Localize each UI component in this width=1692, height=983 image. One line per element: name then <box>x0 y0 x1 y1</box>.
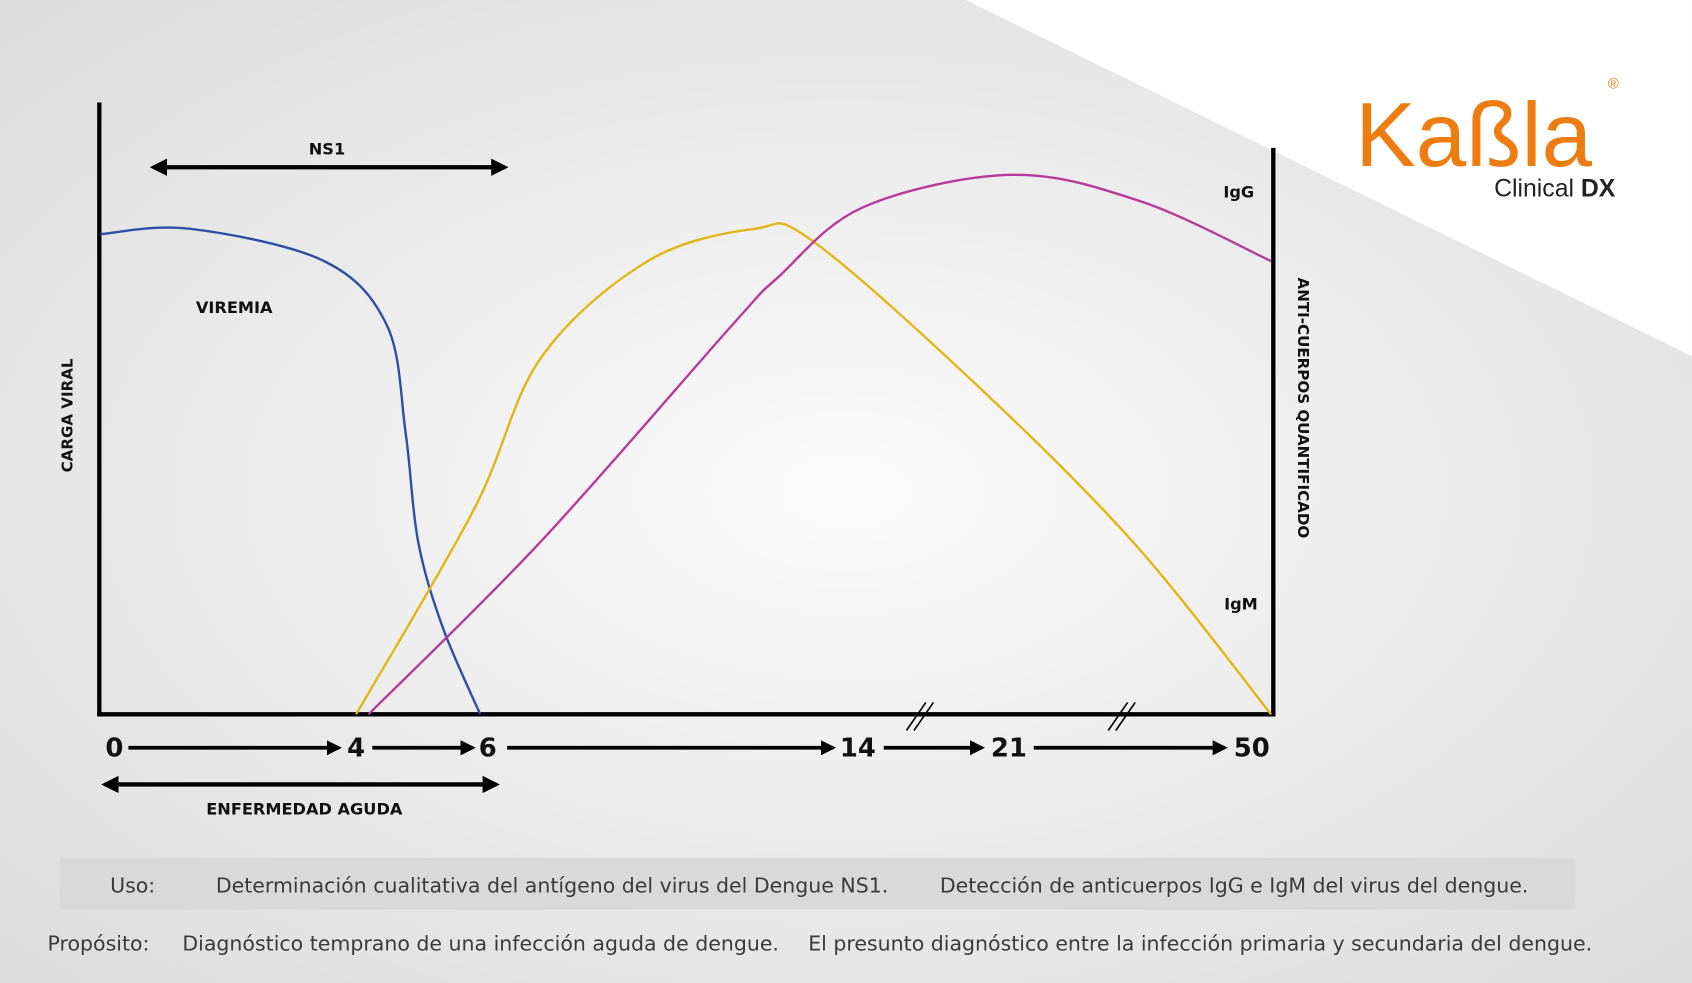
tick-0: 0 <box>105 733 123 763</box>
tick-14: 14 <box>840 733 876 763</box>
kabla-logo: Kaßla ® Clinical DX <box>1355 75 1619 202</box>
series-line-igg <box>367 173 1272 716</box>
uso-label: Uso: <box>110 873 155 897</box>
uso-ns1: Determinación cualitativa del antígeno d… <box>216 873 888 897</box>
proposito-label: Propósito: <box>48 932 150 956</box>
tick-6: 6 <box>479 733 497 763</box>
y-axis-label-right: ANTI-CUERPOS QUANTIFICADO <box>1294 278 1312 539</box>
acute-illness-label: ENFERMEDAD AGUDA <box>206 800 403 819</box>
tick-4: 4 <box>347 733 365 763</box>
uso-band <box>59 857 1576 910</box>
series-line-igm <box>355 222 1273 716</box>
ns1-label: NS1 <box>309 139 345 158</box>
tick-50: 50 <box>1234 733 1270 763</box>
x-ticks: 0 4 6 14 21 50 <box>105 733 1269 763</box>
uso-antibodies: Detección de anticuerpos IgG e IgM del v… <box>940 873 1529 897</box>
igg-label: IgG <box>1223 182 1254 201</box>
igm-label: IgM <box>1224 595 1258 614</box>
proposito-antibodies: El presunto diagnóstico entre la infecci… <box>808 932 1592 956</box>
logo-brand: Kaßla <box>1355 85 1592 186</box>
logo-registered: ® <box>1608 75 1619 92</box>
axis-break-marks <box>905 701 1136 731</box>
logo-subtitle: Clinical DX <box>1494 175 1616 202</box>
y-axis-label-left: CARGA VIRAL <box>58 358 76 472</box>
axes <box>97 102 1276 717</box>
white-corner <box>965 0 1692 357</box>
viremia-label: VIREMIA <box>196 298 273 317</box>
tick-21: 21 <box>991 733 1027 763</box>
proposito-ns1: Diagnóstico temprano de una infección ag… <box>182 932 779 956</box>
series-line-viremia <box>100 226 482 715</box>
series-layer <box>100 173 1273 716</box>
